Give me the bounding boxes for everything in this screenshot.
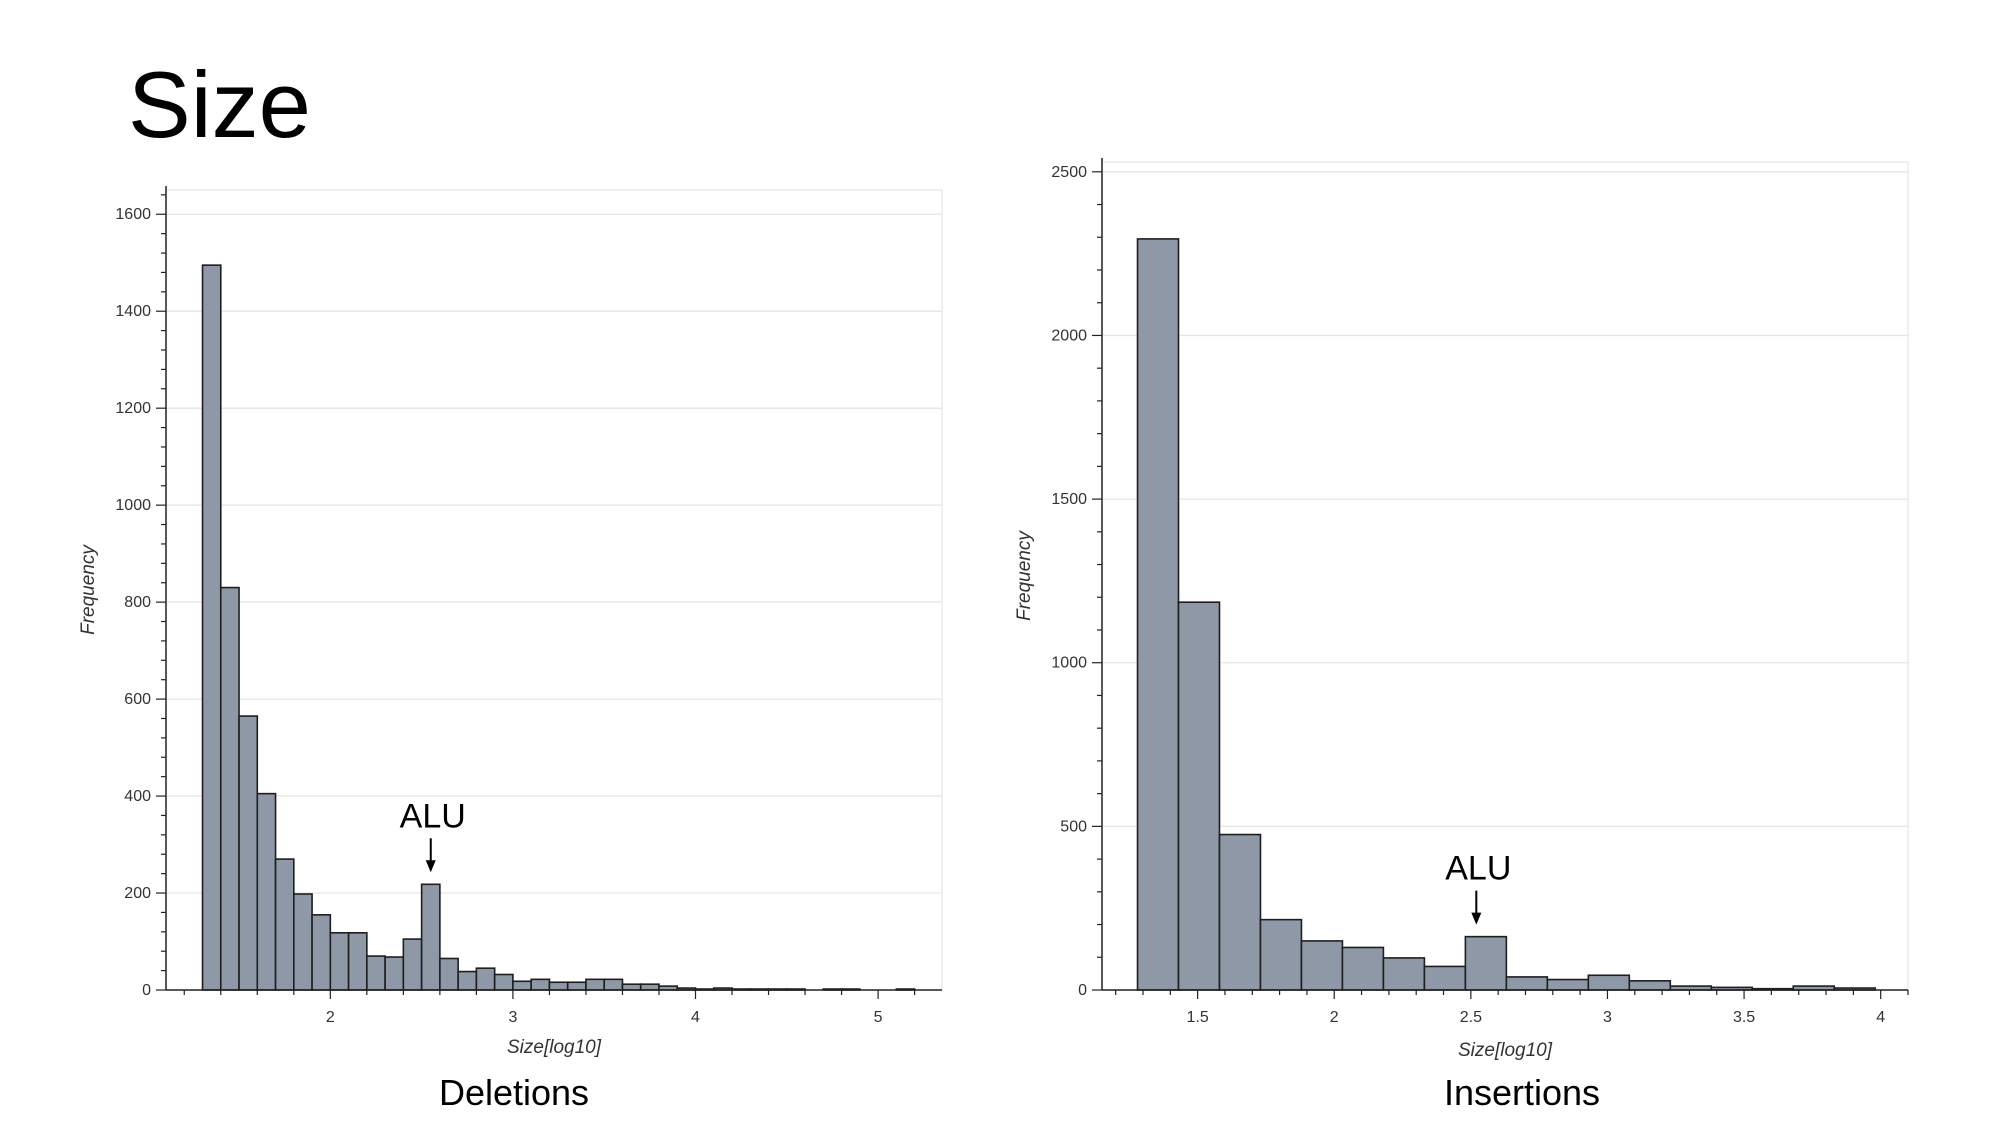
x-tick-label: 5 xyxy=(874,1009,883,1026)
x-tick-label: 4 xyxy=(691,1009,700,1026)
y-tick-label: 1200 xyxy=(115,400,151,417)
histogram-bar xyxy=(1177,601,1221,991)
histogram-bar xyxy=(1136,238,1180,991)
y-tick-label: 2000 xyxy=(1051,327,1087,344)
x-tick-label: 3.5 xyxy=(1733,1009,1755,1026)
x-tick-label: 2.5 xyxy=(1460,1009,1482,1026)
histogram-bar xyxy=(1464,935,1508,991)
y-tick-label: 200 xyxy=(124,885,151,902)
histogram-bar xyxy=(1587,974,1631,991)
y-axis-label: Frequency xyxy=(1014,530,1035,621)
alu-annotation-label: ALU xyxy=(1445,850,1511,888)
y-tick-label: 1500 xyxy=(1051,491,1087,508)
histogram-bar xyxy=(1423,965,1467,991)
y-tick-label: 0 xyxy=(142,982,151,999)
histogram-bar xyxy=(1628,980,1672,991)
y-tick-label: 400 xyxy=(124,788,151,805)
y-tick-label: 1000 xyxy=(1051,655,1087,672)
x-axis-label: Size[log10] xyxy=(1458,1040,1553,1061)
y-tick-label: 1000 xyxy=(115,497,151,514)
histogram-bar xyxy=(1259,918,1303,991)
histogram-bar xyxy=(1505,976,1549,991)
histogram-bar xyxy=(1382,957,1426,991)
x-tick-label: 3 xyxy=(1603,1009,1612,1026)
y-tick-label: 2500 xyxy=(1051,164,1087,181)
histogram-bar xyxy=(1300,940,1344,991)
alu-arrow-head xyxy=(1471,912,1482,925)
x-tick-label: 2 xyxy=(326,1009,335,1026)
histogram-bar xyxy=(1341,946,1385,991)
y-tick-label: 800 xyxy=(124,594,151,611)
x-tick-label: 3 xyxy=(508,1009,517,1026)
y-tick-label: 500 xyxy=(1060,818,1087,835)
x-tick-label: 1.5 xyxy=(1187,1009,1209,1026)
insertions-caption: Insertions xyxy=(1443,1072,1601,1113)
deletions-caption: Deletions xyxy=(438,1072,590,1113)
slide-title: Size xyxy=(128,52,311,157)
y-tick-label: 600 xyxy=(124,691,151,708)
x-tick-label: 2 xyxy=(1330,1009,1339,1026)
y-tick-label: 0 xyxy=(1078,982,1087,999)
x-axis-label: Size[log10] xyxy=(507,1037,602,1058)
alu-arrow-head xyxy=(425,860,436,873)
y-tick-label: 1400 xyxy=(115,303,151,320)
y-tick-label: 1600 xyxy=(115,206,151,223)
y-axis-label: Frequency xyxy=(78,544,99,635)
alu-annotation-label: ALU xyxy=(400,797,466,835)
x-tick-label: 4 xyxy=(1876,1009,1885,1026)
histogram-bar xyxy=(1546,978,1590,991)
histogram-bar xyxy=(1218,833,1262,991)
